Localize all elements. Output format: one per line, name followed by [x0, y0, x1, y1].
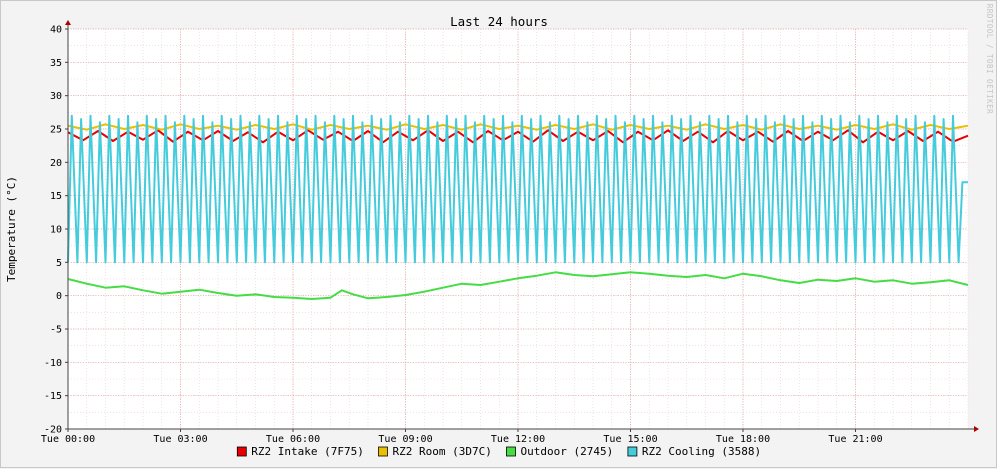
y-tick-label: 0	[56, 291, 62, 302]
y-tick-label: 20	[50, 158, 62, 169]
legend-swatch	[378, 446, 388, 457]
legend-label: RZ2 Cooling (3588)	[642, 445, 761, 458]
legend-swatch	[627, 446, 638, 457]
series-line-1	[67, 123, 969, 131]
legend-label: Outdoor (2745)	[521, 445, 614, 458]
y-tick-label: -10	[44, 358, 62, 369]
legend-swatch	[506, 446, 516, 457]
x-tick-label: Tue 00:00	[41, 434, 95, 445]
x-tick-label: Tue 09:00	[378, 434, 432, 445]
legend-label: RZ2 Intake (7F75)	[251, 445, 364, 458]
axes: -20 -15 -10 -5 0 5 10 15 20 25 30 35 40 Tue 00:00 Tue …	[41, 20, 979, 445]
series-line-2	[67, 271, 969, 300]
series-line-3	[67, 114, 968, 264]
y-axis-arrow-icon	[65, 20, 71, 25]
series-line-0	[67, 129, 969, 144]
x-tick-label: Tue 12:00	[491, 434, 545, 445]
y-tick-label: 10	[50, 225, 62, 236]
x-tick-label: Tue 06:00	[266, 434, 320, 445]
y-tick-label: 40	[50, 25, 62, 36]
y-tick-label: -15	[44, 391, 62, 402]
x-tick-label: Tue 15:00	[603, 434, 657, 445]
y-tick-label: 5	[56, 258, 62, 269]
legend: RZ2 Intake (7F75) RZ2 Room (3D7C) Outdoor …	[236, 445, 761, 458]
y-tick-label: 25	[50, 125, 62, 136]
x-tick-label: Tue 18:00	[716, 434, 770, 445]
y-tick-label: 15	[50, 191, 62, 202]
x-tick-label: Tue 03:00	[153, 434, 207, 445]
y-tick-label: -20	[44, 425, 62, 436]
y-tick-label: 35	[50, 58, 62, 69]
y-tick-label: 30	[50, 91, 62, 102]
y-tick-label: -5	[50, 325, 62, 336]
chart-title: Last 24 hours	[450, 14, 548, 29]
x-tick-label: Tue 21:00	[828, 434, 882, 445]
rrdtool-watermark: RRDTOOL / TOBI OETIKER	[985, 4, 994, 114]
legend-label: RZ2 Room (3D7C)	[393, 445, 492, 458]
x-axis-arrow-icon	[974, 426, 979, 432]
series-group	[67, 114, 969, 300]
y-axis-label: Temperature (°C)	[5, 176, 18, 282]
legend-swatch	[236, 446, 247, 457]
